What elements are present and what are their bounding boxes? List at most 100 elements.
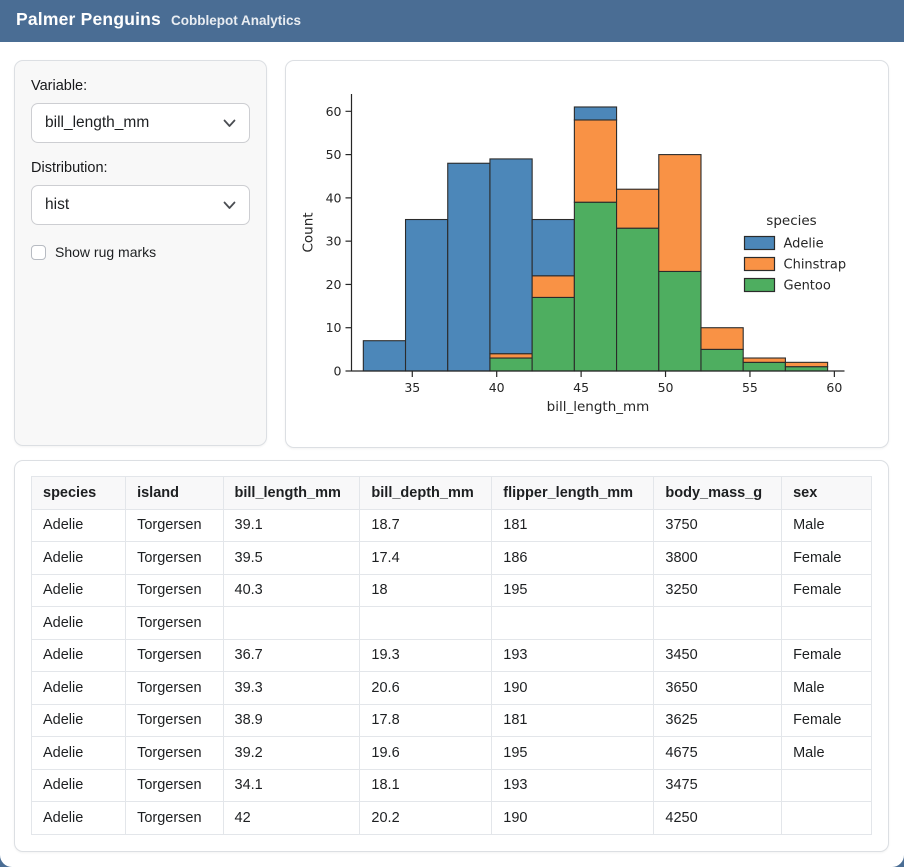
table-cell: Adelie [30,573,127,607]
table-cell [653,606,783,640]
table-cell: 3450 [653,638,783,672]
penguins-table: species island bill_length_mm bill_depth_mm… [30,476,872,835]
chevron-down-icon [223,201,236,209]
table-cell: 39.5 [222,541,361,575]
table-cell [359,606,493,640]
table-row: Adelie Torgersen 39.5 17.4 186 3800 Female [30,541,872,575]
svg-text:60: 60 [826,380,842,395]
hist-bar-Adelie [573,106,618,121]
column-header-species: species [30,476,127,510]
table-cell: 4675 [653,736,783,770]
legend-swatch-Gentoo [743,277,776,293]
table-cell: Torgersen [125,541,224,575]
table-cell: Adelie [30,606,127,640]
x-axis-label: bill_length_mm [547,399,650,415]
table-cell: 42 [222,801,361,835]
table-cell: 3650 [653,671,783,705]
table-row: Adelie Torgersen 40.3 18 195 3250 Female [30,573,872,607]
hist-bar-Chinstrap [616,188,660,229]
hist-bar-Chinstrap [489,353,533,359]
table-cell: 3800 [653,541,783,575]
variable-select-value: bill_length_mm [45,114,150,131]
legend-label-Adelie: Adelie [784,237,824,252]
app-title: Palmer Penguins [16,9,161,29]
distribution-histogram: 0 10 20 30 40 50 60 35 40 45 50 55 60 bill_length_mm C… [301,94,847,415]
table-cell: 181 [491,508,655,542]
legend-label-Chinstrap: Chinstrap [784,258,847,273]
table-row: Adelie Torgersen 38.9 17.8 181 3625 Female [30,703,872,737]
table-cell: Male [781,508,872,542]
table-cell [781,768,872,802]
table-row: Adelie Torgersen 42 20.2 190 4250 [30,801,872,835]
rug-checkbox[interactable] [31,244,46,260]
rug-checkbox-label[interactable]: Show rug marks [55,244,157,260]
svg-text:10: 10 [326,320,342,335]
table-cell: 18.7 [359,508,493,542]
table-cell: 19.3 [359,638,493,672]
table-cell: 190 [491,801,655,835]
hist-bar-Gentoo [700,348,744,372]
table-cell: 186 [491,541,655,575]
hist-bar-Gentoo [658,270,702,372]
svg-text:35: 35 [404,380,420,395]
hist-bar-Gentoo [531,296,575,372]
table-cell: 17.8 [359,703,493,737]
table-cell: 193 [491,768,655,802]
distribution-select-value: hist [45,196,70,213]
hist-bar-Chinstrap [742,357,786,363]
hist-bar-Chinstrap [531,275,575,298]
table-cell: Torgersen [125,768,224,802]
table-cell: 36.7 [222,638,361,672]
table-cell: Torgersen [125,703,224,737]
table-cell [781,801,872,835]
table-cell: Female [781,573,872,607]
table-row: Adelie Torgersen [30,606,872,640]
table-cell: Male [781,671,872,705]
svg-text:50: 50 [326,147,342,162]
table-cell: 18.1 [359,768,493,802]
controls-panel: Variable: bill_length_mm Distribution: h… [14,60,267,446]
svg-text:60: 60 [326,104,342,119]
table-cell: 3750 [653,508,783,542]
column-header-flipper_length_mm: flipper_length_mm [491,476,655,510]
chevron-down-icon [223,119,236,127]
column-header-body_mass_g: body_mass_g [653,476,783,510]
hist-bar-Gentoo [616,227,660,372]
table-cell: Adelie [30,801,127,835]
hist-bar-Adelie [489,158,533,355]
table-cell: 39.1 [222,508,361,542]
table-row: Adelie Torgersen 39.2 19.6 195 4675 Male [30,736,872,770]
column-header-bill_length_mm: bill_length_mm [222,476,361,510]
svg-text:45: 45 [573,380,589,395]
table-cell: 195 [491,736,655,770]
table-cell: Adelie [30,671,127,705]
hist-bar-Gentoo [742,361,786,372]
table-cell: 20.6 [359,671,493,705]
distribution-select[interactable]: hist [31,185,250,225]
svg-text:30: 30 [326,234,342,249]
svg-text:20: 20 [326,277,342,292]
app-navbar: Palmer Penguins Cobblepot Analytics [0,0,904,42]
table-cell: Torgersen [125,671,224,705]
table-cell: Torgersen [125,736,224,770]
distribution-label: Distribution: [31,160,108,176]
table-row: Adelie Torgersen 34.1 18.1 193 3475 [30,768,872,802]
hist-bar-Adelie [362,340,407,372]
table-cell: 17.4 [359,541,493,575]
table-cell: 193 [491,638,655,672]
table-cell: 39.2 [222,736,361,770]
table-cell: Torgersen [125,606,224,640]
table-cell: Torgersen [125,573,224,607]
table-cell: 3250 [653,573,783,607]
table-cell: Female [781,541,872,575]
table-cell: 190 [491,671,655,705]
variable-select[interactable]: bill_length_mm [31,103,250,143]
hist-bar-Adelie [447,162,491,372]
table-cell: 3475 [653,768,783,802]
table-cell: 18 [359,573,493,607]
table-cell: Male [781,736,872,770]
table-cell: Torgersen [125,508,224,542]
table-row: Adelie Torgersen 39.3 20.6 190 3650 Male [30,671,872,705]
table-cell: 181 [491,703,655,737]
hist-bar-Gentoo [784,366,829,372]
